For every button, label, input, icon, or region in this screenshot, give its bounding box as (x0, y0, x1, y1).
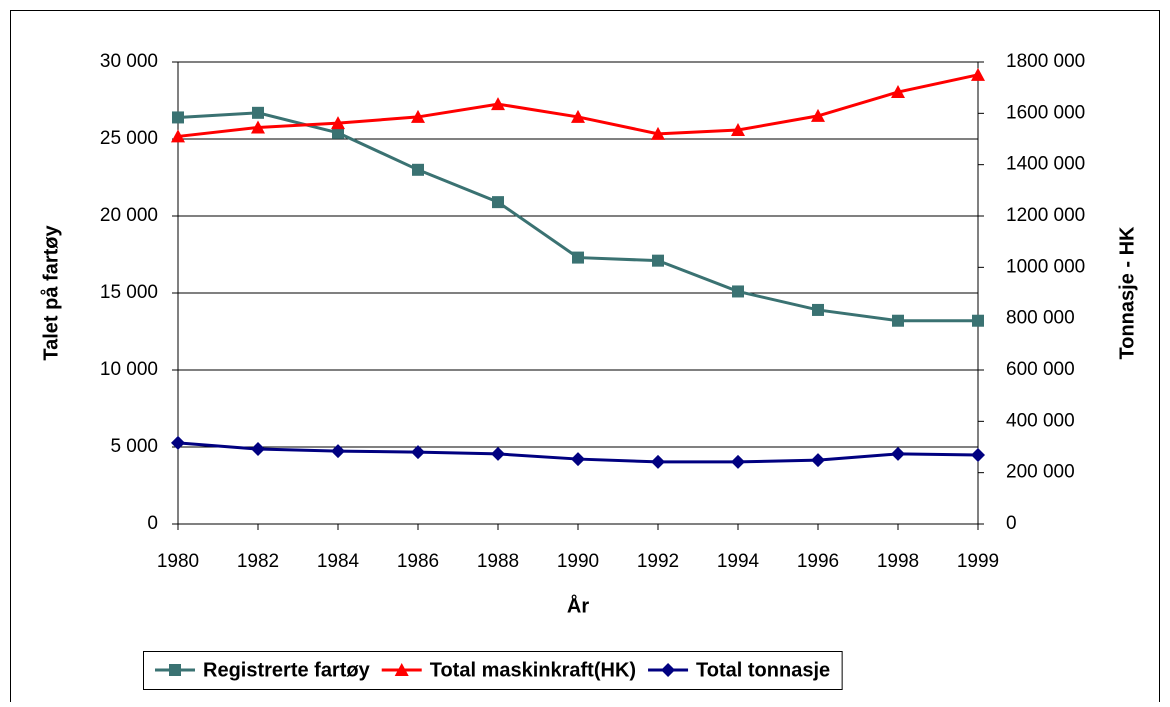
marker (171, 129, 185, 143)
marker (651, 454, 665, 469)
legend-label: Total maskinkraft(HK) (430, 659, 636, 681)
marker (572, 251, 584, 264)
marker (412, 163, 424, 176)
y2-tick-label: 1000 000 (1006, 256, 1085, 277)
y-axis-title: Talet på fartøy (39, 225, 62, 361)
marker (411, 109, 425, 123)
marker (891, 446, 905, 461)
frame (10, 10, 1160, 707)
series-line (177, 111, 978, 323)
x-tick-label: 1994 (717, 551, 760, 572)
y-tick-label: 10 000 (100, 359, 158, 380)
y2-tick-label: 400 000 (1006, 410, 1075, 431)
marker (731, 123, 745, 137)
x-tick-label: 1980 (157, 551, 199, 572)
marker (811, 453, 825, 468)
legend-label: Registrerte fartøy (203, 659, 371, 681)
y2-tick-label: 1400 000 (1006, 154, 1085, 175)
x-tick-label: 1998 (877, 551, 919, 572)
x-tick-label: 1996 (797, 551, 839, 572)
x-tick-label: 1999 (957, 551, 999, 572)
marker (492, 196, 504, 209)
y2-tick-label: 1800 000 (1006, 51, 1085, 72)
marker (732, 285, 744, 298)
marker (491, 446, 505, 461)
legend-label: Total tonnasje (696, 659, 830, 681)
marker (251, 442, 265, 457)
x-tick-label: 1986 (397, 551, 439, 572)
marker (571, 452, 585, 467)
y-tick-label: 20 000 (100, 205, 158, 226)
x-tick-label: 1984 (317, 551, 360, 572)
marker (172, 111, 184, 124)
marker (411, 445, 425, 460)
marker (811, 108, 825, 122)
marker (251, 120, 265, 134)
marker (171, 435, 185, 450)
y-tick-label: 15 000 (100, 282, 158, 303)
marker (394, 663, 409, 676)
marker (491, 97, 505, 111)
marker (892, 314, 904, 327)
marker (571, 109, 585, 123)
y2-tick-label: 0 (1006, 513, 1017, 534)
marker (331, 116, 345, 130)
marker (651, 126, 665, 140)
y2-tick-label: 1600 000 (1006, 102, 1085, 123)
marker (971, 447, 985, 462)
y-tick-label: 0 (147, 513, 158, 534)
y2-tick-label: 600 000 (1006, 359, 1075, 380)
marker (652, 254, 664, 267)
x-tick-label: 1992 (637, 551, 679, 572)
marker (252, 106, 264, 119)
marker (169, 664, 181, 676)
y-tick-label: 25 000 (100, 128, 158, 149)
marker (972, 314, 984, 327)
series-line (177, 73, 979, 138)
y2-axis-title: Tonnasje - HK (1116, 226, 1138, 360)
legend (143, 651, 843, 690)
marker (661, 663, 676, 677)
y-tick-label: 5 000 (110, 436, 158, 457)
x-axis-title: År (567, 593, 589, 617)
marker (891, 85, 905, 99)
y2-tick-label: 200 000 (1006, 462, 1075, 483)
y2-tick-label: 800 000 (1006, 308, 1075, 329)
x-tick-label: 1990 (557, 551, 599, 572)
marker (971, 67, 985, 81)
y-tick-label: 30 000 (100, 51, 158, 72)
marker (331, 444, 345, 459)
marker (812, 303, 824, 316)
marker (332, 126, 344, 139)
marker (731, 454, 745, 469)
x-tick-label: 1988 (477, 551, 519, 572)
y2-tick-label: 1200 000 (1006, 205, 1085, 226)
x-tick-label: 1982 (237, 551, 279, 572)
